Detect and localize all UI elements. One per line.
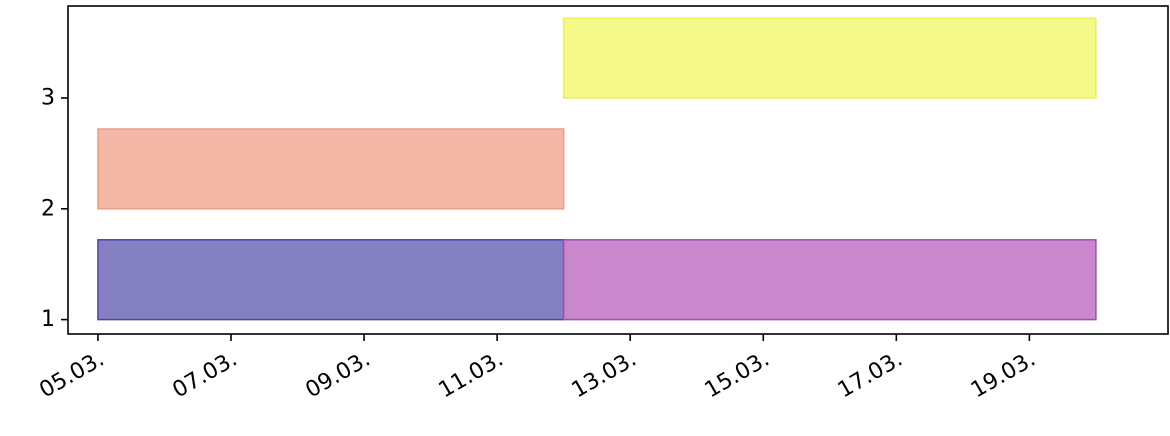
gantt-bar-3 [97,128,565,210]
x-tick-label: 05.03. [35,347,108,404]
x-tick-label: 13.03. [568,347,641,404]
y-tick-label: 3 [41,85,55,110]
plot-frame [67,5,1169,335]
x-axis: 05.03. 07.03. 09.03. 11.03. 13.03. 15.03. 17.0… [35,334,1040,403]
x-tick-label: 11.03. [435,347,508,404]
y-axis: 1 2 3 [41,85,68,332]
bars-layer [97,17,1097,321]
x-tick-label: 19.03. [967,347,1040,404]
y-tick-label: 1 [41,307,55,332]
x-tick-label: 09.03. [302,347,375,404]
y-tick-label: 2 [41,196,55,221]
gantt-bar-4 [562,17,1097,99]
x-tick-label: 07.03. [168,347,241,404]
gantt-bar-1 [97,239,565,321]
gantt-bar-2 [562,239,1097,321]
x-tick-label: 15.03. [701,347,774,404]
x-tick-label: 17.03. [834,347,907,404]
